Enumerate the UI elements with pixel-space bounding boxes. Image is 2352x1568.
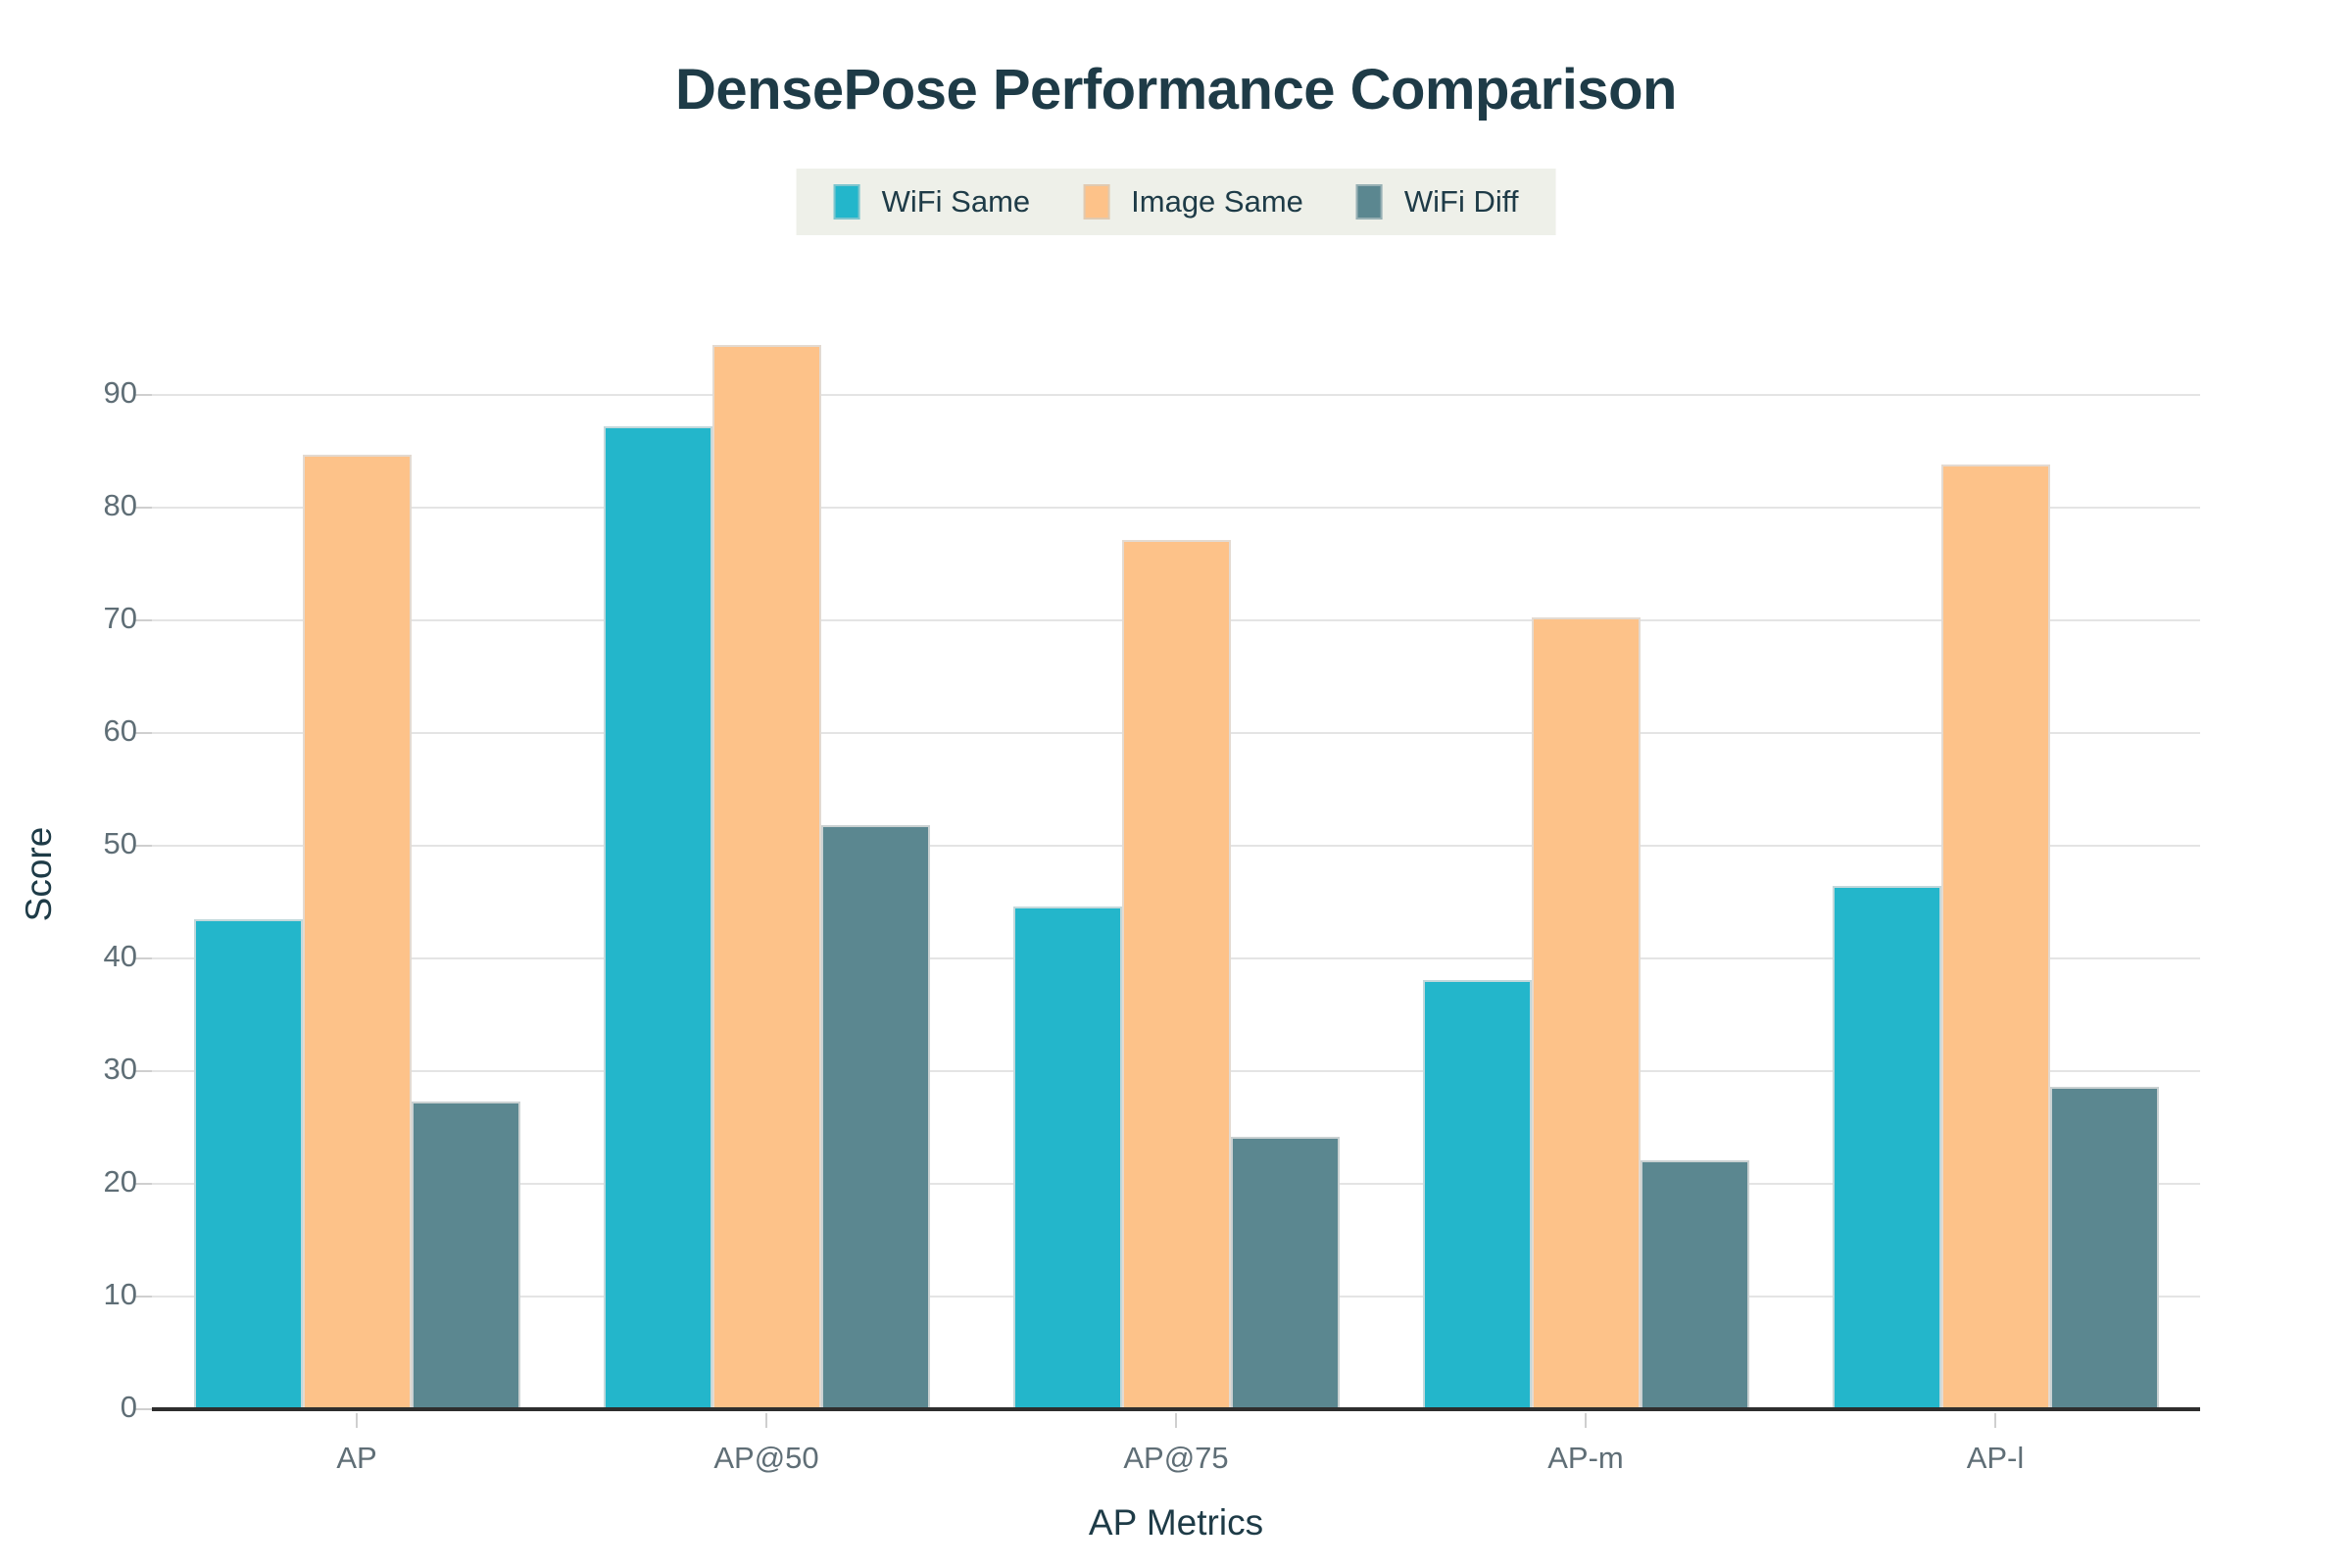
legend-label: WiFi Diff	[1403, 184, 1519, 219]
bar-wifi-diff	[1640, 1159, 1749, 1409]
bar-wifi-same	[1422, 979, 1532, 1409]
legend-item-image-same[interactable]: Image Same	[1083, 184, 1303, 220]
y-tick-mark	[134, 957, 152, 959]
y-tick-mark	[134, 394, 152, 396]
gridline	[152, 507, 2200, 509]
x-tick-label: AP	[336, 1441, 377, 1475]
y-tick-label: 60	[103, 713, 137, 748]
x-axis-title: AP Metrics	[1088, 1502, 1264, 1543]
x-tick-label: AP-l	[1966, 1441, 2025, 1475]
y-tick-label: 30	[103, 1052, 137, 1086]
x-tick-mark	[1175, 1413, 1177, 1428]
bar-image-same	[1940, 465, 2050, 1409]
y-tick-label: 50	[103, 826, 137, 860]
bar-wifi-same	[1012, 906, 1122, 1409]
x-tick-mark	[765, 1413, 767, 1428]
x-tick-mark	[356, 1413, 358, 1428]
x-tick-mark	[1994, 1413, 1996, 1428]
y-tick-label: 20	[103, 1164, 137, 1199]
bar-wifi-diff	[2049, 1087, 2159, 1409]
y-tick-mark	[134, 507, 152, 509]
y-tick-mark	[134, 1070, 152, 1072]
bar-image-same	[302, 454, 412, 1409]
y-tick-label: 0	[120, 1390, 137, 1424]
legend-swatch-icon	[1083, 184, 1110, 220]
y-tick-mark	[134, 845, 152, 847]
y-tick-label: 10	[103, 1277, 137, 1311]
chart-title: DensePose Performance Comparison	[675, 58, 1677, 122]
bar-wifi-diff	[1230, 1136, 1340, 1409]
y-tick-mark	[134, 1408, 152, 1410]
y-tick-mark	[134, 1296, 152, 1298]
y-tick-mark	[134, 732, 152, 734]
y-tick-label: 80	[103, 488, 137, 522]
x-tick-label: AP@75	[1123, 1441, 1229, 1475]
legend-swatch-icon	[1355, 184, 1383, 220]
y-tick-mark	[134, 619, 152, 621]
y-axis-title: Score	[19, 826, 59, 922]
y-tick-label: 90	[103, 375, 137, 410]
x-tick-label: AP@50	[713, 1441, 819, 1475]
y-tick-mark	[134, 1183, 152, 1185]
x-axis-line	[152, 1407, 2200, 1411]
x-tick-label: AP-m	[1547, 1441, 1624, 1475]
y-tick-label: 70	[103, 601, 137, 635]
bar-wifi-same	[1832, 886, 1941, 1409]
legend: WiFi Same Image Same WiFi Diff	[796, 169, 1556, 235]
y-tick-label: 40	[103, 939, 137, 973]
bar-image-same	[1121, 540, 1231, 1409]
legend-item-wifi-diff[interactable]: WiFi Diff	[1355, 184, 1519, 220]
bar-wifi-same	[193, 918, 303, 1409]
legend-label: Image Same	[1131, 184, 1303, 219]
x-tick-mark	[1585, 1413, 1587, 1428]
bar-image-same	[711, 345, 821, 1409]
bar-wifi-diff	[411, 1102, 520, 1409]
legend-item-wifi-same[interactable]: WiFi Same	[833, 184, 1031, 220]
bar-image-same	[1531, 616, 1641, 1409]
gridline	[152, 394, 2200, 396]
bar-wifi-same	[603, 426, 712, 1409]
legend-label: WiFi Same	[881, 184, 1031, 219]
legend-swatch-icon	[833, 184, 860, 220]
bar-wifi-diff	[820, 825, 930, 1409]
